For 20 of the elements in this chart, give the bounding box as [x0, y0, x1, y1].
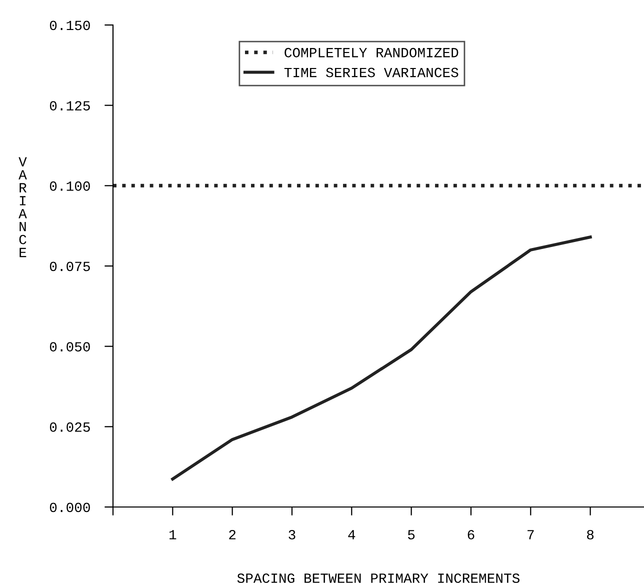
x-tick-label: 1 [170, 530, 176, 540]
legend-label: TIME SERIES VARIANCES [284, 68, 458, 78]
x-tick-label: 6 [468, 530, 474, 540]
y-tick-label: 0.075 [50, 262, 90, 272]
x-tick-label: 2 [229, 530, 236, 540]
y-tick-label: 0.025 [50, 422, 90, 432]
y-tick-label: 0.050 [50, 342, 90, 352]
line-series [171, 236, 592, 481]
x-tick-label: 7 [528, 530, 534, 540]
y-axis-title: VARIANCE [18, 157, 27, 258]
x-axis-title: SPACING BETWEEN PRIMARY INCREMENTS [237, 574, 520, 583]
y-tick-label: 0.100 [50, 181, 90, 191]
legend-label: COMPLETELY RANDOMIZED [284, 48, 458, 58]
y-tick-label: 0.000 [50, 502, 90, 512]
x-tick-label: 8 [587, 530, 594, 540]
x-tick-label: 3 [288, 530, 296, 540]
x-tick-label: 5 [408, 530, 415, 540]
x-tick-label: 4 [348, 530, 356, 540]
y-tick-label: 0.125 [50, 101, 90, 111]
y-tick-label: 0.150 [50, 20, 90, 30]
